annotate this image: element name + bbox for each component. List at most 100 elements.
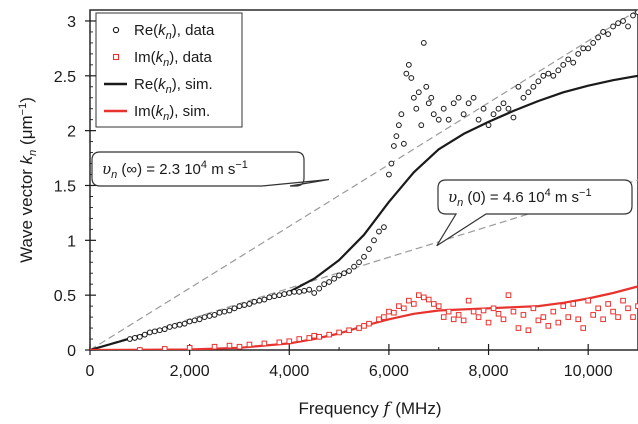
im-data-point	[161, 346, 168, 350]
x-tick-label: 0	[86, 363, 95, 380]
re-data-point	[381, 224, 387, 231]
im-data-point	[515, 325, 522, 331]
re-data-point	[520, 94, 527, 101]
re-data-point	[341, 270, 347, 277]
re-data-point	[256, 297, 263, 304]
im-data-point	[435, 303, 442, 309]
re-data-point	[605, 31, 612, 38]
im-data-point	[575, 316, 582, 323]
im-data-point	[396, 303, 402, 309]
im-data-point	[420, 294, 427, 301]
re-data-point	[595, 34, 602, 41]
re-data-point	[186, 318, 193, 325]
re-data-point	[630, 12, 636, 19]
re-data-point	[580, 45, 587, 52]
im-data-point	[530, 305, 537, 312]
y-tick-label: 0	[67, 343, 76, 360]
re-data-point	[221, 308, 228, 315]
re-data-point	[316, 285, 323, 292]
im-data-point	[520, 312, 527, 318]
re-data-point	[361, 253, 367, 260]
re-data-point	[590, 40, 597, 46]
re-data-point	[236, 303, 243, 310]
re-data-point	[311, 290, 318, 296]
im-data-point	[630, 314, 636, 320]
im-data-point	[306, 335, 312, 341]
re-data-point	[201, 314, 208, 320]
re-data-point	[410, 94, 417, 101]
re-data-point	[196, 316, 203, 323]
re-data-point	[455, 94, 462, 101]
im-data-point	[381, 314, 387, 320]
re-data-point	[216, 309, 223, 316]
y-tick-label: 0.5	[54, 288, 76, 305]
re-data-point	[266, 294, 273, 301]
re-data-point	[505, 105, 512, 112]
re-data-point	[393, 133, 400, 140]
re-data-point	[575, 50, 582, 57]
re-data-point	[423, 83, 430, 90]
re-data-point	[620, 18, 626, 24]
im-data-point	[286, 338, 293, 345]
re-data-point	[615, 20, 621, 27]
im-data-point	[525, 327, 532, 334]
re-data-point	[515, 83, 522, 90]
re-data-point	[241, 302, 248, 308]
re-data-point	[395, 122, 402, 129]
re-data-point	[281, 291, 288, 297]
re-data-point	[176, 321, 183, 328]
re-data-point	[398, 111, 405, 118]
legend-label: Im(kn​), sim.	[134, 103, 210, 123]
re-data-point	[151, 328, 158, 335]
re-data-point	[550, 72, 557, 79]
y-tick-label: 3	[67, 14, 76, 31]
im-data-point	[137, 347, 143, 350]
plot-frame	[89, 9, 638, 351]
im-data-point	[376, 316, 382, 323]
legend: Re(kn​), data Im(kn​), data Re(kn​), sim. I…	[95, 12, 243, 128]
im-data-point	[480, 307, 487, 314]
re-data-point	[600, 29, 607, 35]
re-data-point	[286, 290, 293, 296]
x-axis-title: Frequency f (MHz)	[298, 399, 441, 419]
im-data-point	[555, 319, 562, 326]
im-data-point	[620, 297, 626, 304]
im-data-point	[600, 316, 606, 323]
im-data-point	[455, 312, 462, 318]
y-tick-label: 1.5	[54, 178, 76, 195]
re-data-point	[418, 122, 425, 129]
im-data-point	[346, 327, 352, 334]
im-data-point	[411, 301, 417, 307]
re-data-point	[440, 105, 447, 112]
im-data-point	[550, 308, 557, 315]
re-data-point	[570, 59, 577, 66]
re-data-point	[610, 23, 616, 30]
re-data-point	[535, 78, 542, 85]
re-data-point	[231, 305, 238, 312]
re-data-point	[480, 105, 487, 112]
x-tick-label: 8,000	[469, 363, 509, 380]
re-data-point	[403, 70, 410, 77]
re-data-point	[261, 296, 268, 303]
im-data-point	[590, 312, 596, 318]
re-data-point	[460, 111, 467, 118]
im-data-point	[460, 317, 467, 324]
im-data-point	[570, 301, 577, 307]
re-data-point	[413, 105, 420, 112]
re-data-point	[400, 140, 407, 147]
re-data-point	[291, 288, 298, 295]
im-data-point	[326, 331, 332, 338]
re-data-point	[296, 288, 303, 295]
legend-marker-square	[112, 53, 120, 61]
data-points	[126, 10, 638, 350]
re-data-point	[226, 307, 233, 314]
im-data-point	[560, 303, 567, 309]
im-data-point	[510, 308, 517, 315]
re-data-point	[435, 116, 442, 123]
annotation-v-zero-text: υn​ (0) = 4.6 104​ m s−1​	[448, 187, 592, 209]
y-axis-title: Wave vector kn​ (μm−1​)	[17, 97, 39, 263]
im-data-point	[585, 297, 591, 304]
re-data-point	[336, 272, 342, 279]
im-data-point	[605, 301, 611, 307]
